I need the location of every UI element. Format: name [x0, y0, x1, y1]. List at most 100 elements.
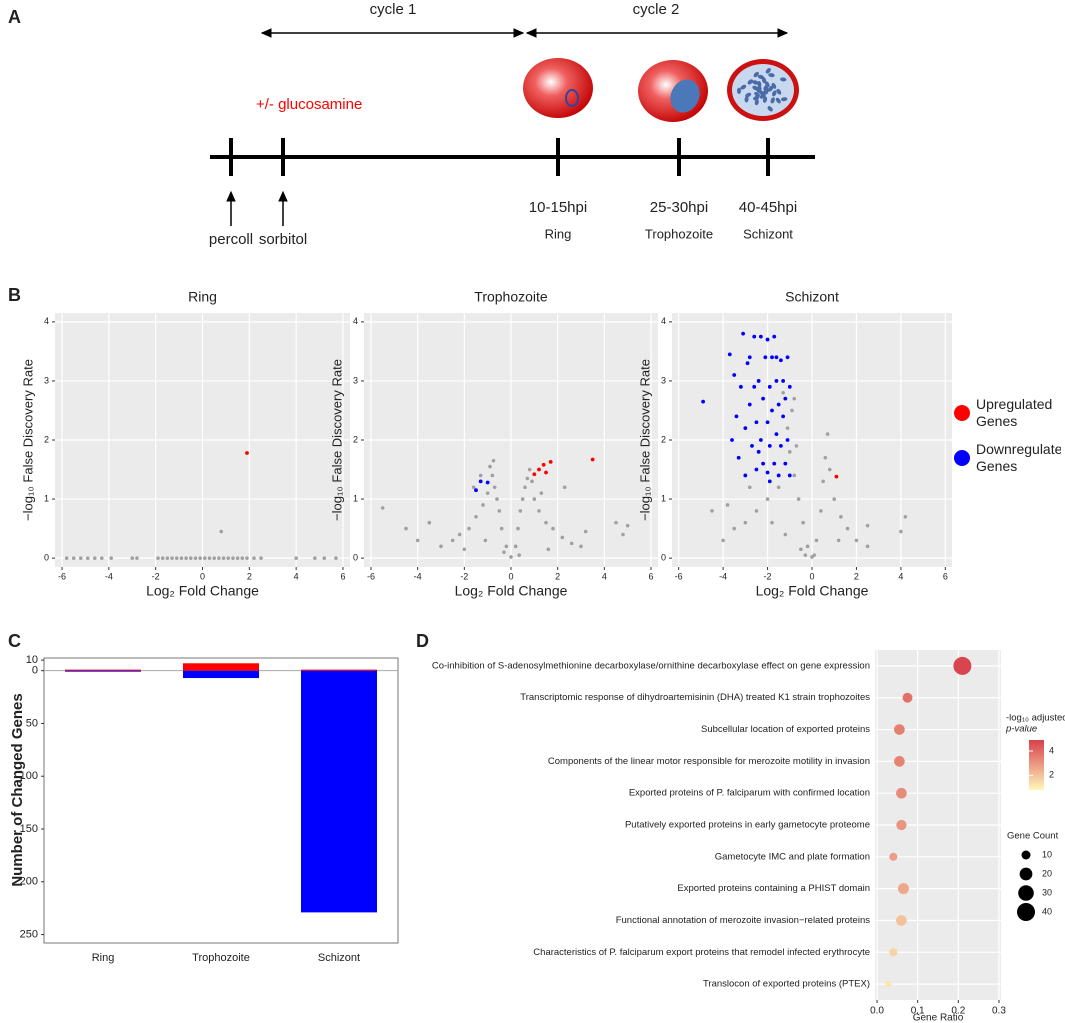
- gene-point: [404, 526, 408, 531]
- term-label: Exported proteins containing a PHIST dom…: [677, 883, 870, 894]
- gene-point: [313, 556, 317, 560]
- down-gene-point: [752, 384, 757, 389]
- gene-point: [85, 556, 90, 560]
- size-legend-dot: [1017, 903, 1035, 921]
- down-gene-point: [756, 449, 761, 454]
- gene-point: [792, 396, 797, 401]
- gene-point: [165, 556, 170, 560]
- term-label: Transcriptomic response of dihydroartemi…: [520, 692, 870, 703]
- gene-point: [560, 535, 565, 540]
- colorbar: [1029, 740, 1044, 790]
- y-tick-label: 1: [44, 493, 49, 503]
- bar: [65, 670, 141, 672]
- gene-point: [231, 556, 235, 560]
- size-legend-label: 40: [1042, 906, 1052, 916]
- panel-label: C: [8, 631, 21, 651]
- down-gene-point: [765, 470, 770, 475]
- down-gene-point: [727, 352, 732, 357]
- y-tick-label: 4: [44, 316, 49, 326]
- y-tick-label: 100: [20, 770, 38, 782]
- y-tick-label: 250: [20, 928, 38, 940]
- x-tick-label: 0.2: [951, 1006, 965, 1017]
- x-tick-label: -4: [719, 571, 727, 581]
- legend-marker: [954, 450, 970, 466]
- gene-point: [130, 556, 135, 560]
- gene-point: [823, 455, 828, 460]
- term-label: Characteristics of P. falciparum export …: [533, 947, 870, 958]
- up-gene-point: [245, 451, 249, 455]
- gene-point: [523, 485, 527, 490]
- down-gene-point: [758, 438, 763, 442]
- gene-point: [825, 432, 830, 436]
- gene-point: [174, 556, 179, 560]
- down-gene-point: [747, 355, 752, 360]
- y-tick-label: 50: [26, 717, 38, 729]
- gene-point: [439, 544, 443, 549]
- colorbar-tick-label: 2: [1049, 770, 1054, 780]
- gene-point: [530, 479, 534, 484]
- gene-point: [217, 556, 221, 560]
- down-gene-point: [774, 355, 779, 360]
- y-tick-label: 3: [661, 375, 666, 385]
- gene-point: [259, 556, 263, 560]
- gene-point: [569, 541, 574, 546]
- down-gene-point: [778, 444, 783, 448]
- down-gene-point: [752, 334, 757, 339]
- gene-point: [492, 485, 497, 490]
- term-label: Putatively exported proteins in early ga…: [625, 820, 870, 831]
- bar: [301, 669, 377, 671]
- gene-point: [814, 538, 819, 543]
- y-tick-label: 0: [661, 553, 666, 563]
- panel-label: A: [8, 7, 21, 27]
- down-gene-point: [781, 414, 786, 419]
- stage-time: 25-30hpi: [650, 199, 708, 216]
- term-dot: [897, 883, 909, 895]
- gene-point: [532, 497, 537, 501]
- gene-point: [457, 532, 462, 537]
- legend-label-box: Downregulated Genes: [976, 441, 1061, 474]
- y-axis-label: −log₁₀ False Discovery Rate: [637, 359, 652, 521]
- gene-point: [478, 473, 483, 478]
- gene-point: [832, 497, 837, 501]
- y-tick-label: 2: [353, 434, 358, 444]
- x-tick-label: 0.3: [992, 1006, 1006, 1017]
- size-legend-label: 10: [1042, 849, 1052, 859]
- down-gene-point: [738, 384, 743, 389]
- y-axis-label: −log₁₀ False Discovery Rate: [329, 359, 344, 521]
- term-label: Functional annotation of merozoite invas…: [616, 915, 871, 926]
- down-gene-point: [478, 479, 483, 484]
- term-dot: [889, 852, 898, 861]
- x-tick-label: 0.1: [911, 1006, 925, 1017]
- down-gene-point: [761, 461, 766, 466]
- y-tick-label: 1: [353, 493, 358, 503]
- x-tick-label: 0: [809, 571, 814, 581]
- down-gene-point: [787, 384, 792, 389]
- down-gene-point: [758, 334, 763, 339]
- gene-point: [219, 529, 224, 534]
- colorbar-tick-label: 4: [1049, 745, 1054, 755]
- x-tick-label: Trophozoite: [192, 952, 250, 964]
- down-gene-point: [743, 473, 748, 478]
- gene-point: [710, 509, 714, 513]
- gene-point: [294, 556, 298, 560]
- x-tick-label: 2: [555, 571, 560, 581]
- up-gene-point: [834, 474, 839, 479]
- gene-point: [805, 544, 810, 549]
- x-axis-label: Log₂ Fold Change: [455, 583, 568, 599]
- gene-point: [212, 556, 217, 560]
- down-gene-point: [774, 379, 779, 383]
- down-gene-point: [745, 361, 750, 366]
- x-tick-label: 6: [648, 571, 653, 581]
- term-label: Subcellular location of exported protein…: [701, 724, 870, 735]
- gene-point: [518, 509, 523, 513]
- gene-point: [207, 556, 212, 560]
- y-tick-label: 3: [353, 375, 358, 385]
- term-dot: [896, 819, 907, 831]
- down-gene-point: [754, 420, 759, 425]
- gene-point: [509, 555, 513, 559]
- gene-point: [721, 538, 725, 543]
- x-tick-label: -2: [152, 571, 160, 581]
- down-gene-point: [750, 444, 754, 448]
- down-gene-point: [772, 334, 777, 339]
- gene-point: [198, 556, 202, 560]
